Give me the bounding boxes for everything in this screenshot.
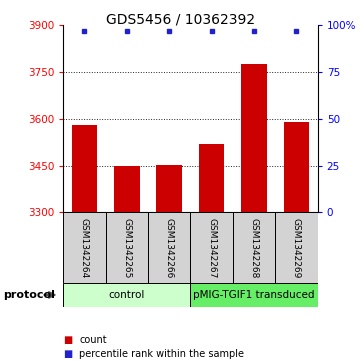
- Text: control: control: [109, 290, 145, 300]
- Bar: [199, 144, 225, 212]
- Bar: [63, 212, 105, 283]
- Bar: [105, 212, 148, 283]
- Bar: [191, 212, 233, 283]
- Text: protocol: protocol: [4, 290, 56, 300]
- Bar: [275, 212, 318, 283]
- Text: count: count: [79, 335, 107, 346]
- Text: GSM1342267: GSM1342267: [207, 217, 216, 278]
- Text: GSM1342268: GSM1342268: [249, 217, 258, 278]
- Text: GSM1342264: GSM1342264: [80, 218, 89, 278]
- Bar: [114, 166, 139, 212]
- Text: GDS5456 / 10362392: GDS5456 / 10362392: [106, 13, 255, 27]
- Bar: [71, 125, 97, 212]
- Bar: [191, 283, 318, 307]
- Text: GSM1342266: GSM1342266: [165, 217, 174, 278]
- Bar: [242, 64, 267, 212]
- Text: GSM1342265: GSM1342265: [122, 217, 131, 278]
- Text: ■: ■: [63, 348, 73, 359]
- Text: pMIG-TGIF1 transduced: pMIG-TGIF1 transduced: [193, 290, 315, 300]
- Bar: [284, 122, 309, 212]
- Bar: [63, 283, 191, 307]
- Bar: [233, 212, 275, 283]
- Text: ■: ■: [63, 335, 73, 346]
- Bar: [156, 165, 182, 212]
- Text: GSM1342269: GSM1342269: [292, 217, 301, 278]
- Text: percentile rank within the sample: percentile rank within the sample: [79, 348, 244, 359]
- Bar: [148, 212, 191, 283]
